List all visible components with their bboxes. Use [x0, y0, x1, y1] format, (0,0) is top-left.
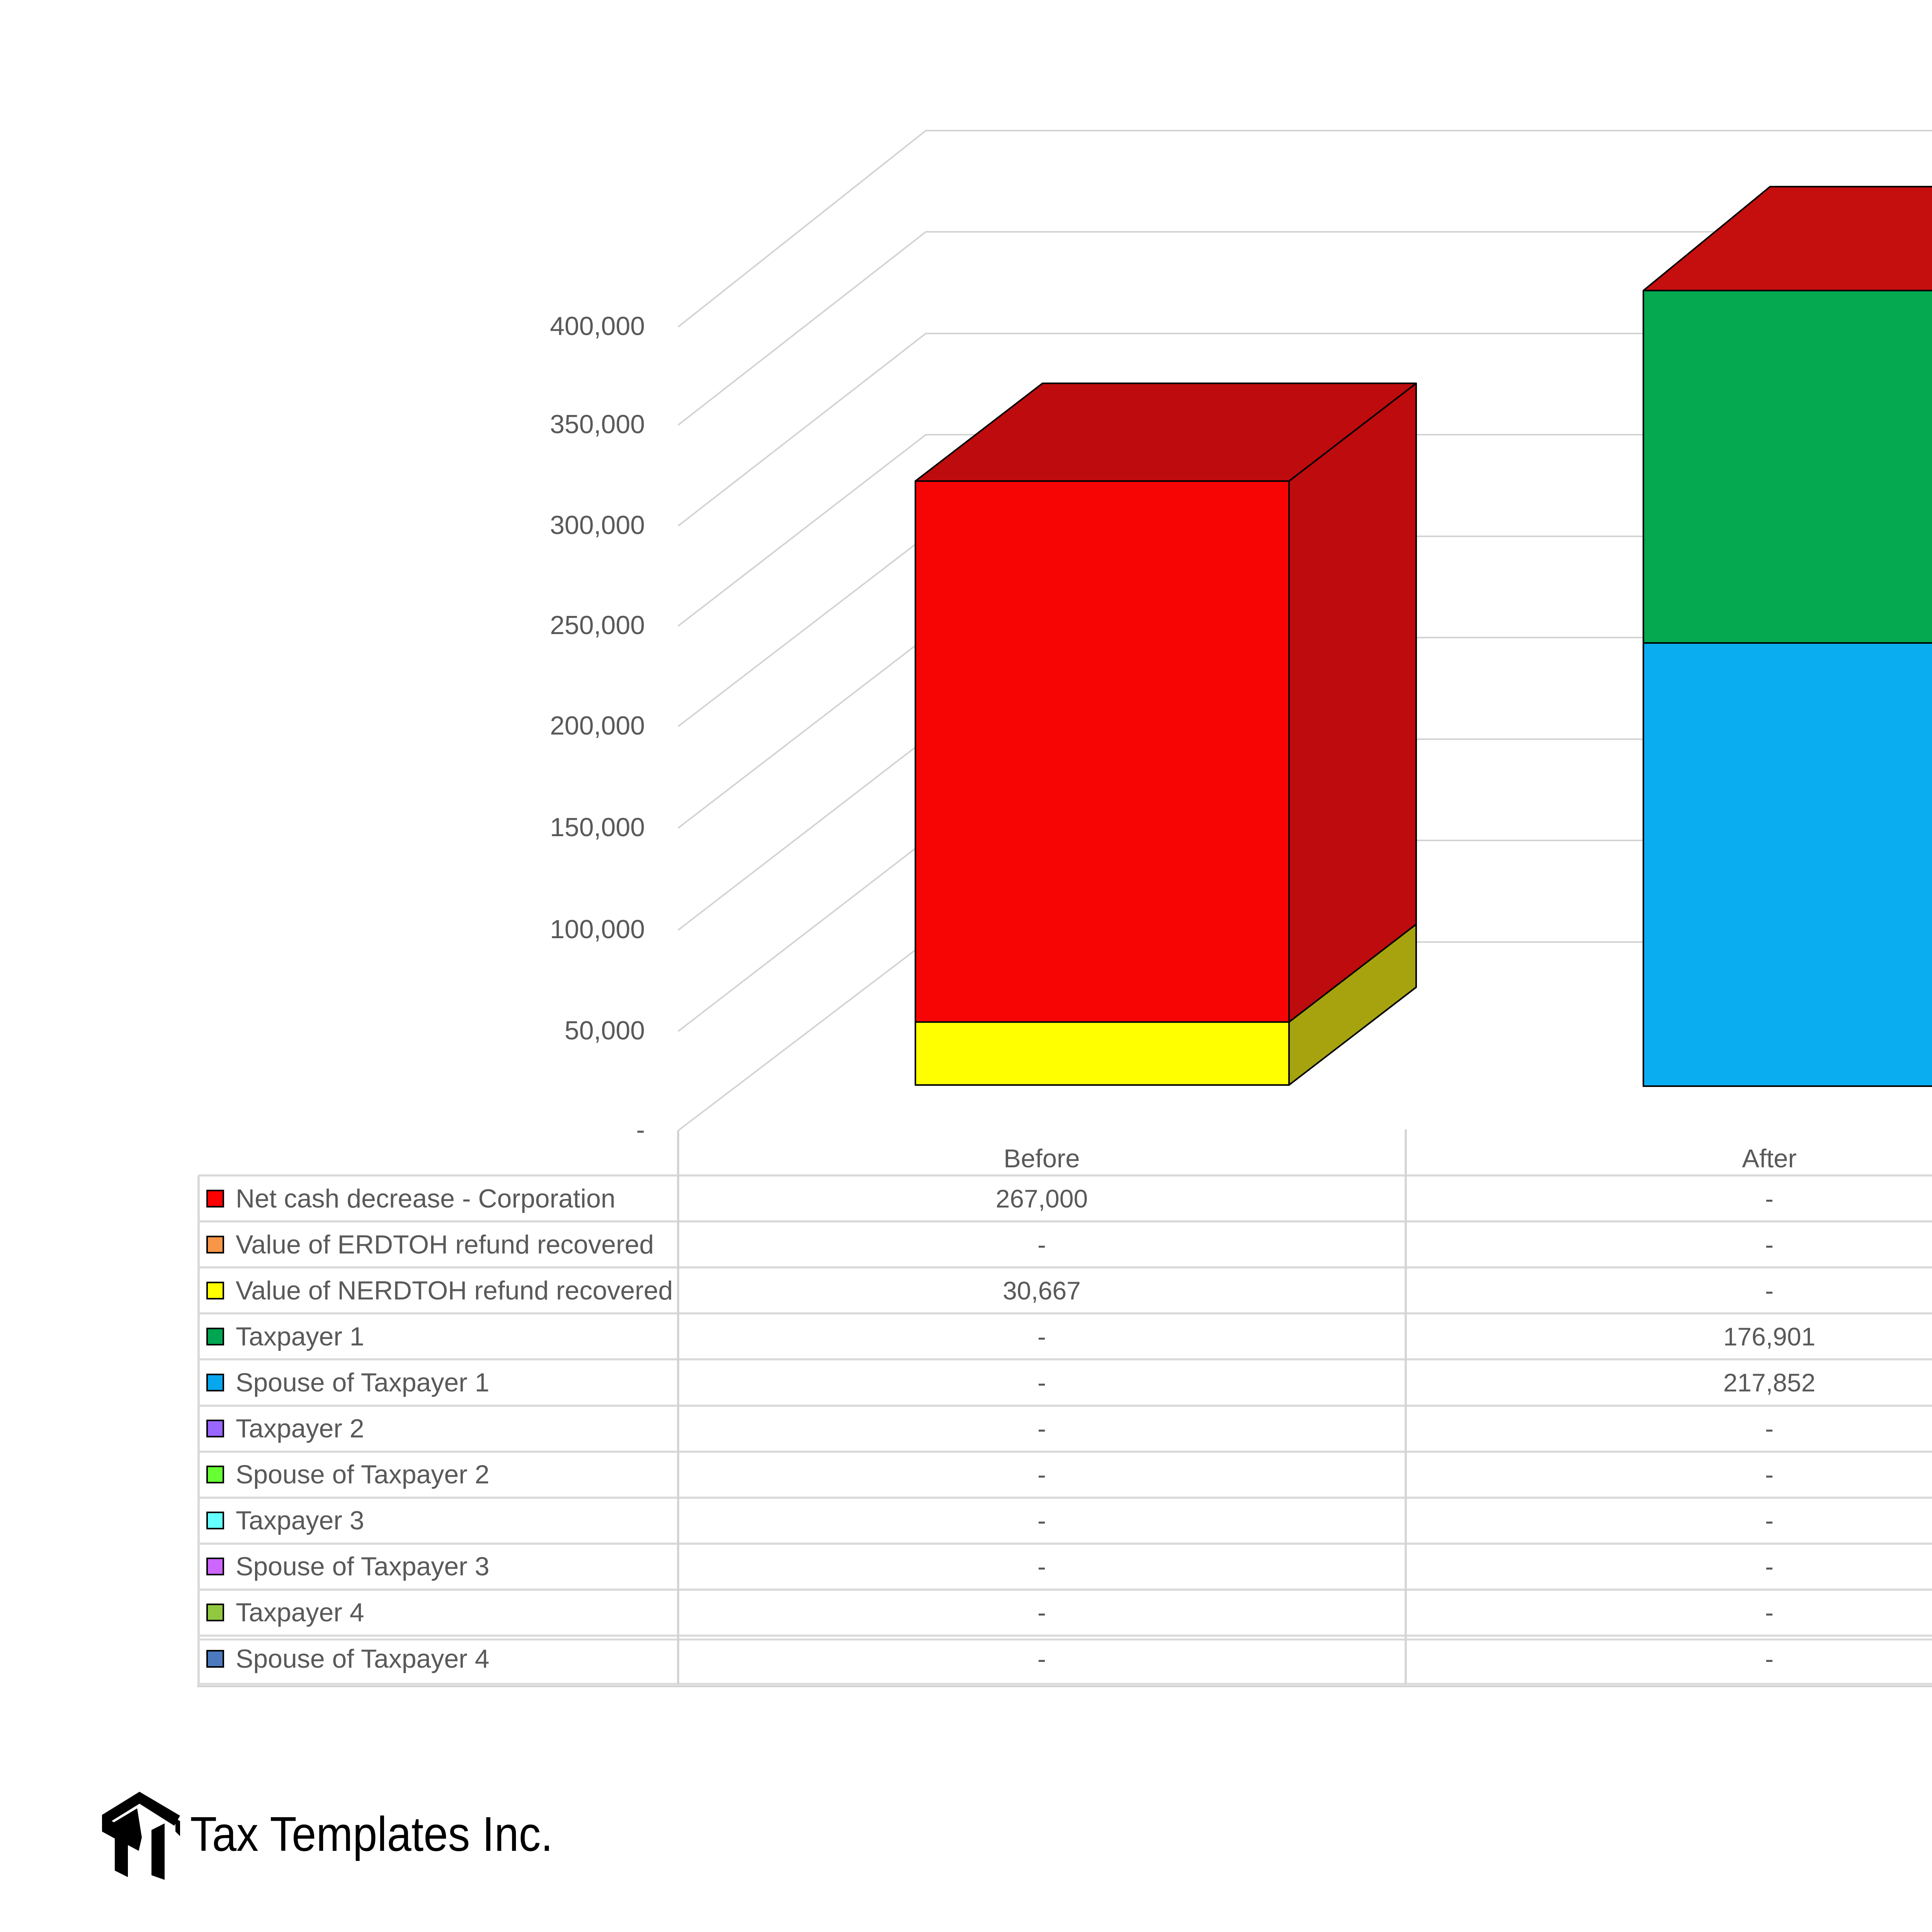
svg-text:350,000: 350,000 — [550, 410, 645, 439]
svg-text:Spouse of Taxpayer 2: Spouse of Taxpayer 2 — [236, 1460, 490, 1489]
svg-text:Taxpayer 2: Taxpayer 2 — [236, 1414, 364, 1443]
svg-text:400,000: 400,000 — [550, 311, 645, 341]
svg-text:-: - — [1037, 1368, 1046, 1397]
svg-text:Spouse of Taxpayer 3: Spouse of Taxpayer 3 — [236, 1552, 490, 1581]
svg-text:Taxpayer 4: Taxpayer 4 — [236, 1598, 364, 1627]
svg-text:-: - — [1037, 1460, 1046, 1489]
svg-text:-: - — [1765, 1552, 1774, 1581]
svg-text:-: - — [1765, 1276, 1774, 1305]
svg-text:-: - — [1037, 1322, 1046, 1351]
svg-text:200,000: 200,000 — [550, 711, 645, 740]
svg-text:-: - — [1037, 1414, 1046, 1443]
svg-text:Tax Templates Inc.: Tax Templates Inc. — [190, 1807, 553, 1861]
svg-text:-: - — [1037, 1506, 1046, 1535]
svg-text:-: - — [1037, 1552, 1046, 1581]
svg-text:-: - — [1765, 1645, 1774, 1673]
svg-text:Value of ERDTOH refund recover: Value of ERDTOH refund recovered — [236, 1230, 654, 1259]
svg-text:-: - — [1765, 1184, 1774, 1213]
svg-text:176,901: 176,901 — [1723, 1322, 1816, 1351]
svg-text:217,852: 217,852 — [1723, 1368, 1816, 1397]
svg-text:-: - — [1765, 1230, 1774, 1259]
svg-text:100,000: 100,000 — [550, 915, 645, 944]
svg-text:After: After — [1742, 1144, 1797, 1173]
svg-text:Taxpayer 3: Taxpayer 3 — [236, 1506, 364, 1535]
svg-text:-: - — [1037, 1598, 1046, 1627]
svg-text:Value of NERDTOH refund recove: Value of NERDTOH refund recovered — [236, 1276, 673, 1305]
svg-text:Before: Before — [1003, 1144, 1080, 1173]
svg-text:150,000: 150,000 — [550, 813, 645, 842]
svg-text:-: - — [1765, 1460, 1774, 1489]
svg-text:Taxpayer 1: Taxpayer 1 — [236, 1322, 364, 1351]
svg-text:-: - — [1037, 1645, 1046, 1673]
svg-text:Spouse of Taxpayer 4: Spouse of Taxpayer 4 — [236, 1644, 490, 1673]
svg-text:250,000: 250,000 — [550, 611, 645, 640]
svg-text:-: - — [1765, 1414, 1774, 1443]
svg-text:300,000: 300,000 — [550, 510, 645, 540]
svg-text:-: - — [636, 1115, 645, 1145]
svg-text:Net cash decrease - Corporatio: Net cash decrease - Corporation — [236, 1184, 616, 1213]
svg-text:30,667: 30,667 — [1003, 1276, 1081, 1305]
svg-text:267,000: 267,000 — [996, 1184, 1088, 1213]
svg-text:-: - — [1765, 1598, 1774, 1627]
svg-text:Spouse of Taxpayer 1: Spouse of Taxpayer 1 — [236, 1368, 490, 1397]
svg-text:50,000: 50,000 — [565, 1016, 645, 1045]
svg-text:-: - — [1765, 1506, 1774, 1535]
svg-text:-: - — [1037, 1230, 1046, 1259]
